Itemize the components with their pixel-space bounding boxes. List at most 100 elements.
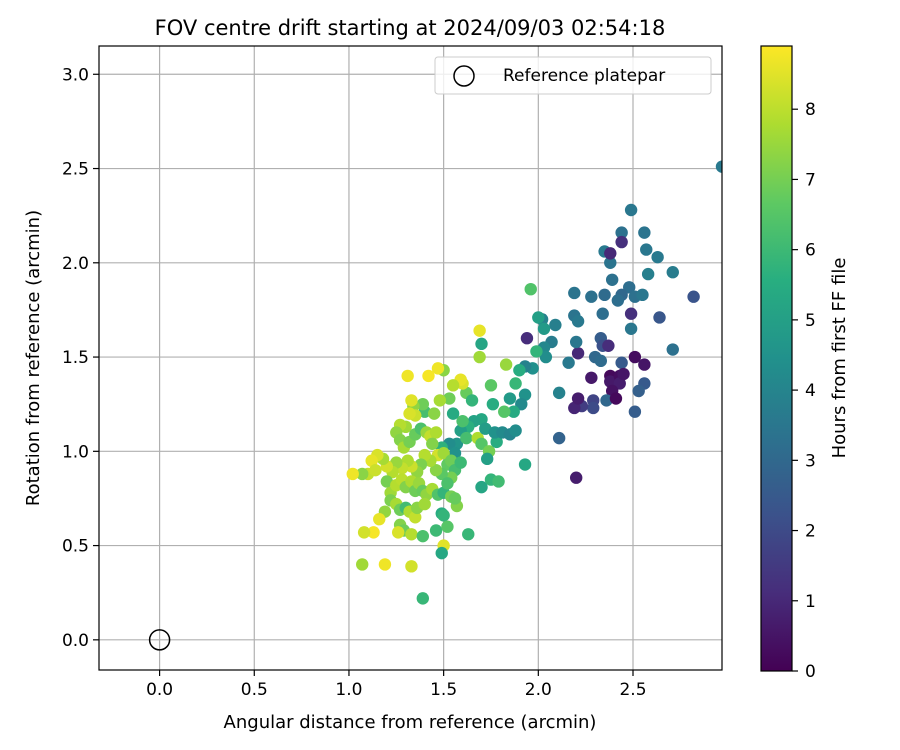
data-point (538, 323, 550, 335)
data-point (532, 311, 544, 323)
colorbar-tick-label: 1 (805, 592, 816, 612)
data-point (426, 438, 438, 450)
data-point (466, 394, 478, 406)
data-point (369, 464, 381, 476)
data-point (379, 558, 391, 570)
data-point (417, 592, 429, 604)
data-point (572, 347, 584, 359)
data-point (521, 332, 533, 344)
y-axis-ticks: 0.00.51.01.52.02.53.0 (62, 65, 99, 651)
data-point (403, 407, 415, 419)
data-point (642, 268, 654, 280)
data-point (405, 528, 417, 540)
data-point (405, 560, 417, 572)
colorbar-tick-label: 5 (805, 311, 816, 331)
data-point (447, 407, 459, 419)
data-points (347, 160, 729, 604)
data-point (615, 236, 627, 248)
data-point (492, 475, 504, 487)
data-point (347, 468, 359, 480)
data-point (636, 289, 648, 301)
legend-entry-reference-platepar: Reference platepar (503, 66, 665, 86)
x-tick-label: 0.5 (241, 680, 268, 700)
data-point (356, 558, 368, 570)
data-point (454, 456, 466, 468)
data-point (651, 251, 663, 263)
data-point (419, 498, 431, 510)
plot-area-frame (99, 46, 722, 670)
data-point (667, 343, 679, 355)
data-point (667, 266, 679, 278)
x-tick-label: 1.5 (430, 680, 457, 700)
y-tick-label: 1.0 (62, 442, 89, 462)
data-point (553, 432, 565, 444)
data-point (405, 394, 417, 406)
data-point (485, 379, 497, 391)
data-point (487, 398, 499, 410)
data-point (430, 524, 442, 536)
data-point (568, 287, 580, 299)
data-point (617, 368, 629, 380)
data-point (358, 526, 370, 538)
colorbar: 0 1 2 3 4 5 6 7 8 Hours from first FF file (761, 46, 850, 682)
colorbar-tick-label: 8 (805, 100, 816, 120)
data-point (530, 345, 542, 357)
chart-title: FOV centre drift starting at 2024/09/03 … (155, 16, 666, 40)
x-tick-label: 2.5 (619, 680, 646, 700)
colorbar-label: Hours from first FF file (829, 258, 850, 459)
data-point (572, 392, 584, 404)
data-point (475, 481, 487, 493)
data-point (437, 509, 449, 521)
x-tick-label: 1.0 (335, 680, 362, 700)
data-point (441, 477, 453, 489)
chart-svg: FOV centre drift starting at 2024/09/03 … (0, 0, 900, 750)
colorbar-tick-label: 2 (805, 522, 816, 542)
data-point (612, 294, 624, 306)
data-point (513, 364, 525, 376)
data-point (595, 355, 607, 367)
data-point (587, 402, 599, 414)
x-tick-label: 0.0 (146, 680, 173, 700)
legend: Reference platepar (435, 57, 711, 94)
data-point (602, 340, 614, 352)
data-point (687, 291, 699, 303)
data-point (604, 247, 616, 259)
data-point (549, 319, 561, 331)
data-point (473, 351, 485, 363)
x-tick-label: 2.0 (525, 680, 552, 700)
data-point (504, 392, 516, 404)
data-point (436, 547, 448, 559)
colorbar-tick-label: 6 (805, 241, 816, 261)
data-point (481, 453, 493, 465)
data-point (606, 274, 618, 286)
data-point (653, 311, 665, 323)
data-point (500, 358, 512, 370)
data-point (629, 406, 641, 418)
data-point (632, 385, 644, 397)
data-point (597, 307, 609, 319)
y-tick-label: 0.0 (62, 631, 89, 651)
data-point (610, 392, 622, 404)
data-point (449, 492, 461, 504)
y-tick-label: 1.5 (62, 348, 89, 368)
colorbar-tick-label: 3 (805, 451, 816, 471)
data-point (572, 315, 584, 327)
data-point (570, 336, 582, 348)
data-point (519, 458, 531, 470)
data-point (570, 472, 582, 484)
colorbar-tick-label: 7 (805, 170, 816, 190)
data-point (525, 283, 537, 295)
chart-figure: FOV centre drift starting at 2024/09/03 … (0, 0, 900, 750)
data-point (625, 204, 637, 216)
data-point (422, 370, 434, 382)
data-point (473, 324, 485, 336)
data-point (638, 226, 650, 238)
data-point (640, 243, 652, 255)
data-point (401, 370, 413, 382)
data-point (562, 357, 574, 369)
x-axis-label: Angular distance from reference (arcmin) (224, 712, 597, 733)
data-point (625, 323, 637, 335)
data-point (462, 528, 474, 540)
data-point (447, 379, 459, 391)
colorbar-tick-label: 4 (805, 381, 816, 401)
